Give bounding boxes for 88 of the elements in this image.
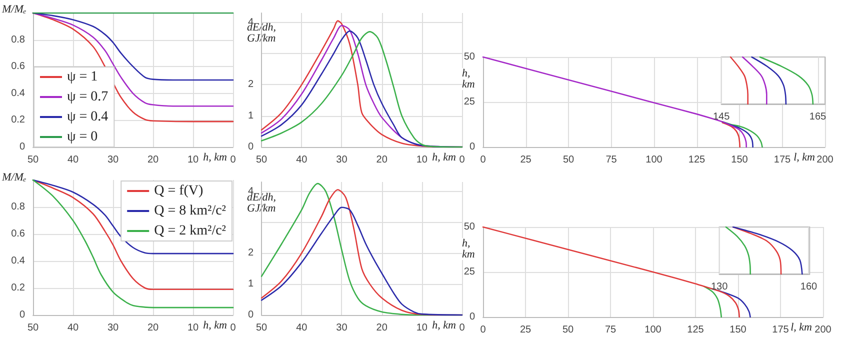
x-tick-label: 10 bbox=[416, 154, 428, 166]
x-tick-label: 20 bbox=[147, 322, 159, 334]
line-series bbox=[722, 122, 740, 148]
y-tick-label: 0.2 bbox=[11, 114, 26, 126]
y-tick-label: 50 bbox=[464, 52, 476, 62]
x-tick-label: 20 bbox=[147, 154, 159, 166]
x-axis-title: l, km bbox=[790, 322, 812, 334]
x-tick-label: 100 bbox=[646, 154, 663, 166]
x-tick-label: 160 bbox=[800, 282, 818, 292]
line-series bbox=[32, 179, 234, 254]
x-tick-label: 40 bbox=[296, 154, 308, 166]
x-tick-label: 30 bbox=[336, 154, 348, 166]
y-tick-label: 2 bbox=[248, 79, 254, 90]
y-tick-label: 0.6 bbox=[11, 228, 26, 240]
x-tick-label: 25 bbox=[520, 324, 532, 336]
y-axis-title: M/Mₑ bbox=[1, 172, 26, 184]
y-tick-label: 0 bbox=[469, 142, 476, 152]
x-tick-label: 40 bbox=[67, 154, 79, 166]
x-tick-label: 30 bbox=[107, 322, 119, 334]
y-tick-label: 0 bbox=[19, 310, 26, 320]
x-tick-label: 50 bbox=[27, 322, 39, 334]
y-tick-label: 1 bbox=[248, 110, 254, 122]
x-tick-label: 125 bbox=[688, 154, 706, 166]
x-tick-label: 145 bbox=[713, 112, 730, 122]
x-tick-label: 75 bbox=[604, 324, 616, 336]
x-tick-label: 100 bbox=[644, 324, 662, 336]
y-tick-label: 0.6 bbox=[11, 61, 26, 72]
x-tick-label: 200 bbox=[816, 154, 834, 166]
x-tick-label: 50 bbox=[27, 154, 39, 166]
x-tick-label: 10 bbox=[416, 322, 428, 334]
x-tick-label: 130 bbox=[711, 282, 728, 292]
x-tick-label: 50 bbox=[256, 322, 268, 334]
x-tick-label: 200 bbox=[814, 324, 832, 336]
legend-label: Q = f(V) bbox=[154, 184, 204, 198]
x-tick-label: 30 bbox=[107, 154, 119, 166]
x-axis-title: h, km bbox=[432, 320, 456, 332]
x-tick-label: 0 bbox=[480, 324, 486, 336]
x-tick-label: 30 bbox=[336, 322, 348, 334]
line-series bbox=[482, 56, 747, 148]
y-tick-label: 1 bbox=[248, 278, 254, 290]
legend-label: ψ = 0.4 bbox=[67, 110, 108, 124]
x-tick-label: 10 bbox=[187, 322, 199, 334]
x-tick-label: 0 bbox=[230, 154, 236, 166]
legend-label: ψ = 0 bbox=[67, 130, 98, 144]
x-tick-label: 165 bbox=[809, 112, 827, 122]
y-axis-title: h, km bbox=[462, 68, 475, 90]
x-tick-label: 20 bbox=[376, 322, 388, 334]
legend-label: ψ = 1 bbox=[67, 70, 98, 84]
x-tick-label: 40 bbox=[296, 322, 308, 334]
line-series bbox=[722, 121, 763, 148]
x-tick-label: 150 bbox=[731, 154, 748, 166]
y-axis-title: h, km bbox=[462, 238, 475, 260]
y-tick-label: 0 bbox=[248, 310, 254, 320]
y-tick-label: 0 bbox=[19, 142, 26, 152]
x-tick-label: 0 bbox=[230, 322, 236, 334]
y-tick-label: 0 bbox=[248, 142, 254, 152]
x-tick-label: 50 bbox=[562, 154, 574, 166]
legend-label: ψ = 0.7 bbox=[67, 90, 108, 104]
x-tick-label: 175 bbox=[774, 154, 792, 166]
x-axis-title: l, km bbox=[794, 152, 816, 164]
y-tick-label: 0.2 bbox=[11, 282, 26, 294]
x-tick-label: 50 bbox=[256, 154, 268, 166]
x-tick-label: 0 bbox=[480, 154, 486, 166]
legend-label: Q = 8 km²/c² bbox=[154, 204, 226, 218]
x-tick-label: 20 bbox=[376, 154, 388, 166]
y-axis-title: M/Mₑ bbox=[1, 4, 26, 16]
line-series bbox=[482, 226, 740, 318]
y-tick-label: 25 bbox=[464, 96, 476, 108]
x-tick-label: 150 bbox=[730, 324, 747, 336]
x-tick-label: 175 bbox=[772, 324, 790, 336]
y-tick-label: 0.4 bbox=[11, 256, 26, 266]
y-tick-label: 25 bbox=[464, 266, 476, 278]
legend-label: Q = 2 km²/c² bbox=[154, 224, 226, 238]
x-tick-label: 10 bbox=[187, 154, 199, 166]
x-tick-label: 40 bbox=[67, 322, 79, 334]
y-tick-label: 2 bbox=[248, 248, 254, 259]
x-tick-label: 75 bbox=[606, 154, 618, 166]
x-axis-title: h, km bbox=[203, 320, 228, 332]
y-tick-label: 0.8 bbox=[11, 202, 26, 212]
y-tick-label: 50 bbox=[464, 222, 476, 232]
x-tick-label: 50 bbox=[562, 324, 574, 336]
y-tick-label: 0.4 bbox=[11, 88, 26, 99]
x-axis-title: h, km bbox=[203, 152, 228, 164]
y-tick-label: 0 bbox=[469, 312, 476, 322]
x-axis-title: h, km bbox=[432, 152, 456, 164]
x-tick-label: 25 bbox=[520, 154, 532, 166]
x-tick-label: 125 bbox=[687, 324, 704, 336]
y-tick-label: 0.8 bbox=[11, 34, 26, 46]
